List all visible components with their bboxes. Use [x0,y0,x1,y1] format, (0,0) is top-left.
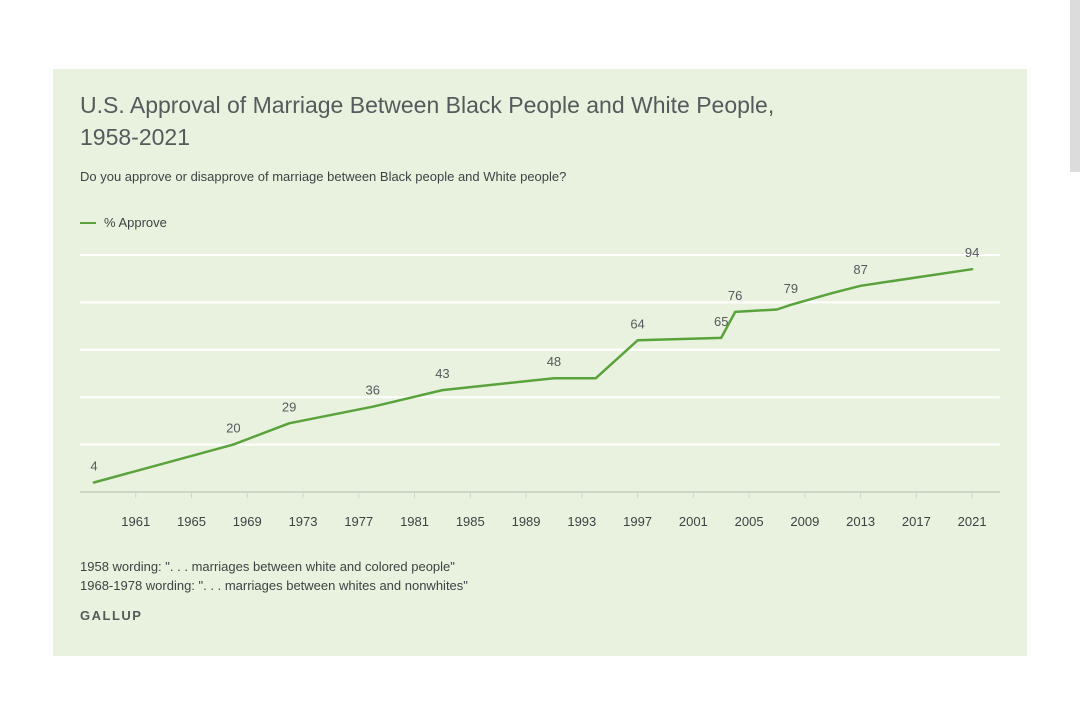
chart-plot: 1961 1965 1969 1973 1977 1981 1985 1989 1993 1997… [80,245,1000,529]
legend: % Approve [80,215,167,230]
legend-swatch [80,221,96,224]
data-label-1983: 43 [435,366,449,381]
data-label-1968: 20 [226,421,240,436]
gridlines [80,254,1000,446]
series-line-0 [92,267,974,484]
x-tick-label-1993: 1993 [567,514,596,529]
footnote-1968-1978: 1968-1978 wording: ". . . marriages betw… [80,578,468,593]
chart-card: U.S. Approval of Marriage Between Black … [53,69,1027,656]
window-scrollbar[interactable] [1070,0,1080,172]
x-tick-label-1997: 1997 [623,514,652,529]
x-tick-label-2017: 2017 [902,514,931,529]
data-label-2021: 94 [965,245,979,260]
x-tick-label-1969: 1969 [233,514,262,529]
data-label-1958: 4 [90,459,97,474]
data-label-1978: 36 [365,383,379,398]
x-axis: 1961 1965 1969 1973 1977 1981 1985 1989 1993 1997… [80,491,1000,529]
x-tick-label-1973: 1973 [289,514,318,529]
chart-title: U.S. Approval of Marriage Between Black … [80,92,775,150]
data-label-2008: 79 [784,281,798,296]
x-tick-label-2013: 2013 [846,514,875,529]
legend-label: % Approve [104,215,167,230]
data-label-2004: 76 [728,288,742,303]
x-tick-label-2009: 2009 [790,514,819,529]
x-tick-label-2021: 2021 [958,514,987,529]
x-tick-label-2001: 2001 [679,514,708,529]
x-tick-label-2005: 2005 [735,514,764,529]
data-label-2013: 87 [853,262,867,277]
x-tick-label-1981: 1981 [400,514,429,529]
x-tick-label-1989: 1989 [512,514,541,529]
source-logo: GALLUP [80,608,143,623]
x-tick-label-1985: 1985 [456,514,485,529]
data-label-1991: 48 [547,354,561,369]
data-label-1972: 29 [282,399,296,414]
series-approve [92,267,974,484]
chart-subtitle: Do you approve or disapprove of marriage… [80,169,567,184]
x-tick-label-1977: 1977 [344,514,373,529]
x-tick-label-1961: 1961 [121,514,150,529]
footnote-1958: 1958 wording: ". . . marriages between w… [80,559,455,574]
data-label-1997: 64 [630,316,644,331]
data-label-2003: 65 [714,314,728,329]
x-tick-label-1965: 1965 [177,514,206,529]
